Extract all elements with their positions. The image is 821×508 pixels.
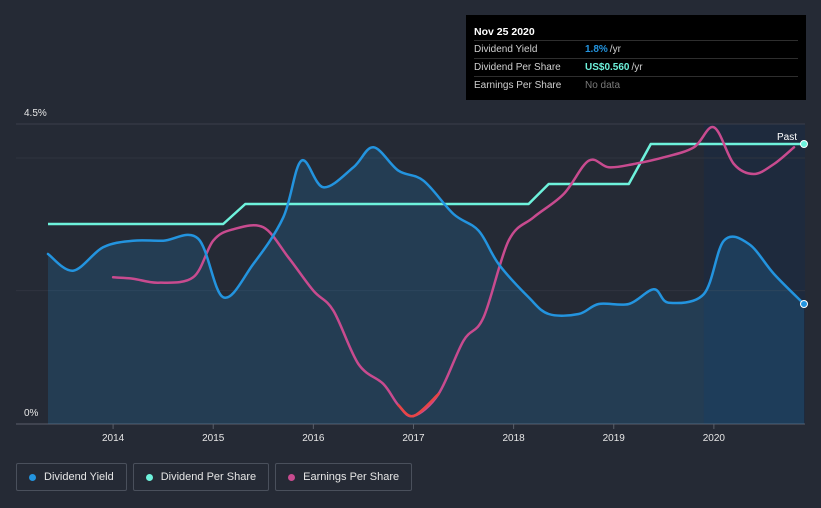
tooltip-value: No data [585,80,621,91]
tooltip-label: Earnings Per Share [474,80,562,91]
x-tick-label: 2014 [102,433,125,444]
tooltip-row-dividend-per-share: Dividend Per Share US$0.560 /yr [474,58,798,76]
tooltip-date: Nov 25 2020 [474,26,535,38]
legend-item-earnings-per-share[interactable]: Earnings Per Share [275,463,413,491]
tooltip-value: US$0.560 [585,62,630,73]
earnings-per-share-low-segment [397,392,440,418]
legend-item-dividend-per-share[interactable]: Dividend Per Share [132,463,270,491]
tooltip-row-earnings-per-share: Earnings Per Share No data [474,76,798,94]
grid-lines [16,123,805,425]
legend-label: Earnings Per Share [303,471,400,483]
dividend-per-share-line [48,142,804,226]
tooltip-unit: /yr [609,44,621,55]
y-tick-label: 0% [24,408,39,419]
past-label: Past [777,132,797,143]
dividend-per-share-end-marker [800,140,808,148]
chart-legend: Dividend Yield Dividend Per Share Earnin… [16,463,413,491]
legend-label: Dividend Yield [44,471,114,483]
tooltip-unit: /yr [631,62,643,73]
x-axis-ticks: 2014 2015 2016 2017 2018 2019 2020 [102,424,725,444]
legend-item-dividend-yield[interactable]: Dividend Yield [16,463,127,491]
dividend-yield-end-marker [800,300,808,308]
x-tick-label: 2015 [202,433,225,444]
chart-lines [46,125,806,418]
dividend-yield-line [46,146,806,317]
tooltip-row-dividend-yield: Dividend Yield 1.8% /yr [474,40,798,58]
y-axis-ticks: 4.5% 0% [24,108,47,419]
tooltip-label: Dividend Yield [474,44,538,55]
earnings-per-share-line [111,125,796,418]
x-tick-label: 2016 [302,433,325,444]
x-tick-label: 2019 [603,433,626,444]
x-tick-label: 2017 [402,433,425,444]
dividend-yield-area [48,147,804,424]
earnings-per-share-dot-icon [288,473,296,481]
tooltip-panel: Nov 25 2020 Dividend Yield 1.8% /yr Divi… [466,15,806,100]
tooltip-value: 1.8% [585,44,608,55]
y-tick-label: 4.5% [24,108,47,119]
chart-areas [48,147,804,424]
tooltip-label: Dividend Per Share [474,62,561,73]
x-tick-label: 2018 [502,433,525,444]
dividend-per-share-dot-icon [145,473,153,481]
legend-label: Dividend Per Share [160,471,257,483]
dividend-yield-dot-icon [29,473,36,481]
end-markers [800,140,808,308]
x-tick-label: 2020 [703,433,726,444]
